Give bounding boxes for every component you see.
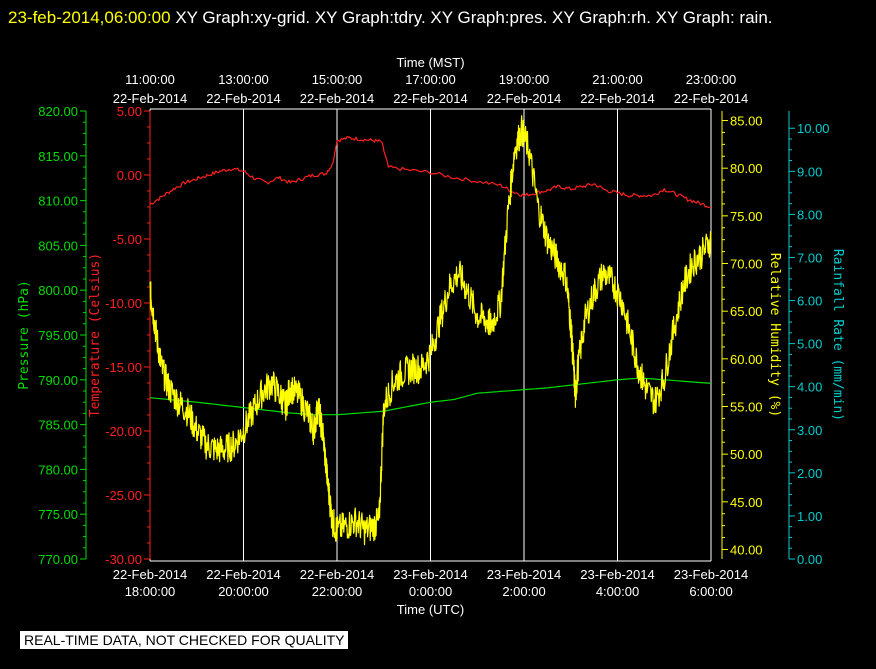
rain-tick-label: 10.00 <box>797 121 830 136</box>
pressure-tick-label: 780.00 <box>38 462 78 477</box>
x-bottom-tick-date: 22-Feb-2014 <box>300 567 374 582</box>
x-top-tick-time: 19:00:00 <box>499 72 550 87</box>
humidity-tick-label: 40.00 <box>730 542 763 557</box>
x-bottom-axis: 22-Feb-2014 18:00:00 22-Feb-2014 20:00:00 22… <box>113 560 748 617</box>
rain-tick-label: 0.00 <box>797 552 822 567</box>
grid-lines <box>149 109 712 561</box>
rain-tick-label: 8.00 <box>797 207 822 222</box>
x-top-tick-time: 21:00:00 <box>592 72 643 87</box>
rain-tick-label: 7.00 <box>797 250 822 265</box>
pressure-tick-label: 785.00 <box>38 418 78 433</box>
rain-tick-label: 4.00 <box>797 380 822 395</box>
temperature-tick-label: -20.00 <box>105 424 142 439</box>
chart-header: 23-feb-2014,06:00:00 XY Graph:xy-grid. X… <box>8 4 868 31</box>
x-bottom-tick-date: 23-Feb-2014 <box>393 567 467 582</box>
temperature-series-line <box>149 135 712 209</box>
temperature-tick-label: -25.00 <box>105 488 142 503</box>
x-bottom-tick-date: 23-Feb-2014 <box>674 567 748 582</box>
x-top-tick-date: 22-Feb-2014 <box>206 91 280 106</box>
quality-note: REAL-TIME DATA, NOT CHECKED FOR QUALITY <box>20 631 349 649</box>
pressure-series-line <box>149 377 712 416</box>
pressure-axis-label: Pressure (hPa) <box>17 280 32 390</box>
humidity-axis: 85.00 80.00 75.00 70.00 65.00 60.00 55.00 50.00… <box>721 111 782 559</box>
pressure-tick-label: 775.00 <box>38 507 78 522</box>
x-top-axis: 11:00:00 22-Feb-2014 13:00:00 22-Feb-2014 15… <box>113 55 748 110</box>
rain-tick-label: 2.00 <box>797 466 822 481</box>
humidity-tick-label: 65.00 <box>730 304 763 319</box>
x-bottom-tick-time: 4:00:00 <box>596 584 639 599</box>
rain-axis: 10.00 9.00 8.00 7.00 6.00 5.00 4.00 3.00 2.00 1.0… <box>788 111 845 567</box>
pressure-tick-label: 810.00 <box>38 194 78 209</box>
humidity-tick-label: 80.00 <box>730 161 763 176</box>
pressure-tick-label: 820.00 <box>38 104 78 119</box>
x-bottom-tick-time: 6:00:00 <box>689 584 732 599</box>
timestamp: 23-feb-2014,06:00:00 <box>8 8 171 27</box>
pressure-tick-label: 770.00 <box>38 552 78 567</box>
humidity-tick-label: 85.00 <box>730 114 763 129</box>
pressure-tick-label: 795.00 <box>38 328 78 343</box>
x-bottom-tick-date: 23-Feb-2014 <box>580 567 654 582</box>
x-top-tick-time: 11:00:00 <box>125 72 175 87</box>
graph-titles: XY Graph:xy-grid. XY Graph:tdry. XY Grap… <box>175 8 773 27</box>
x-top-tick-date: 22-Feb-2014 <box>300 91 374 106</box>
humidity-series-line <box>149 115 712 546</box>
x-bottom-tick-time: 0:00:00 <box>409 584 452 599</box>
humidity-tick-label: 75.00 <box>730 209 763 224</box>
temperature-axis: 5.00 0.00 -5.00 -10.00 -15.00 -20.00 -25.00 -30… <box>88 104 151 567</box>
temperature-tick-label: -15.00 <box>105 360 142 375</box>
rain-tick-label: 5.00 <box>797 337 822 352</box>
x-top-axis-label: Time (MST) <box>396 55 464 70</box>
temperature-tick-label: -5.00 <box>112 232 142 247</box>
x-bottom-tick-time: 22:00:00 <box>312 584 363 599</box>
humidity-tick-label: 50.00 <box>730 447 763 462</box>
humidity-tick-label: 45.00 <box>730 495 763 510</box>
pressure-axis: 820.00 815.00 810.00 805.00 800.00 795.00 790.… <box>17 104 87 567</box>
temperature-tick-label: -10.00 <box>105 296 142 311</box>
pressure-tick-label: 790.00 <box>38 373 78 388</box>
x-bottom-tick-date: 22-Feb-2014 <box>206 567 280 582</box>
x-top-tick-time: 23:00:00 <box>686 72 737 87</box>
x-bottom-tick-date: 23-Feb-2014 <box>487 567 561 582</box>
x-top-tick-time: 17:00:00 <box>405 72 456 87</box>
x-bottom-tick-date: 22-Feb-2014 <box>113 567 187 582</box>
rain-tick-label: 9.00 <box>797 164 822 179</box>
x-top-tick-date: 22-Feb-2014 <box>487 91 561 106</box>
x-bottom-axis-label: Time (UTC) <box>397 602 464 617</box>
rain-tick-label: 1.00 <box>797 509 822 524</box>
humidity-tick-label: 70.00 <box>730 257 763 272</box>
pressure-tick-label: 815.00 <box>38 149 78 164</box>
x-top-tick-date: 22-Feb-2014 <box>393 91 467 106</box>
rain-tick-label: 3.00 <box>797 423 822 438</box>
pressure-tick-label: 800.00 <box>38 283 78 298</box>
x-top-tick-date: 22-Feb-2014 <box>580 91 654 106</box>
x-bottom-tick-time: 18:00:00 <box>125 584 176 599</box>
temperature-tick-label: -30.00 <box>105 552 142 567</box>
pressure-tick-label: 805.00 <box>38 238 78 253</box>
rain-tick-label: 6.00 <box>797 294 822 309</box>
temperature-axis-label: Temperature (Celsius) <box>88 253 103 417</box>
rain-axis-label: Rainfall Rate (mm/min) <box>830 249 845 421</box>
x-top-tick-time: 13:00:00 <box>218 72 269 87</box>
x-top-tick-date: 22-Feb-2014 <box>674 91 748 106</box>
humidity-tick-label: 60.00 <box>730 352 763 367</box>
humidity-tick-label: 55.00 <box>730 399 763 414</box>
temperature-tick-label: 5.00 <box>117 104 142 119</box>
x-bottom-tick-time: 2:00:00 <box>502 584 545 599</box>
x-bottom-tick-time: 20:00:00 <box>218 584 269 599</box>
x-top-tick-date: 22-Feb-2014 <box>113 91 187 106</box>
temperature-tick-label: 0.00 <box>117 168 142 183</box>
humidity-axis-label: Relative Humidity (%) <box>767 253 782 417</box>
x-top-tick-time: 15:00:00 <box>312 72 363 87</box>
